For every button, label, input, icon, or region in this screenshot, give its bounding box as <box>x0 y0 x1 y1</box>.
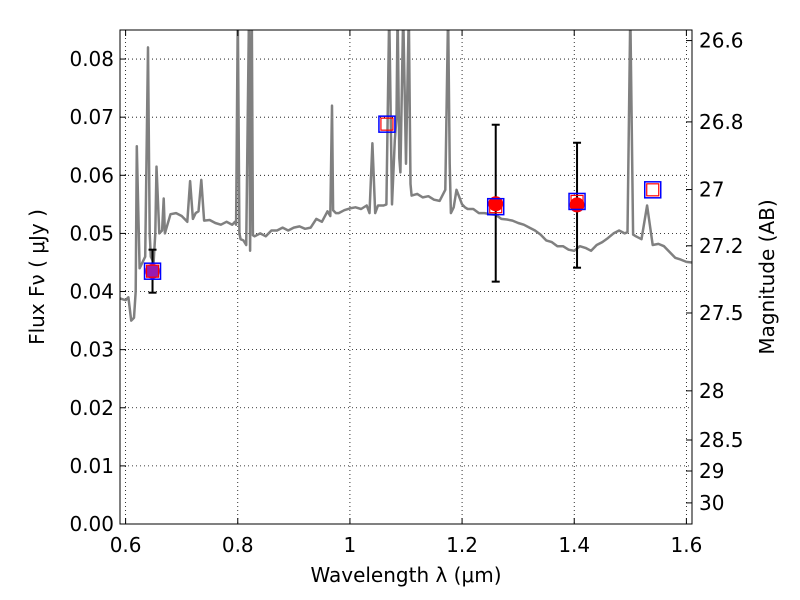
plot-frame <box>119 29 693 525</box>
y-tick-label: 0.05 <box>69 221 114 245</box>
magnitude-axis-label: Magnitude (AB) <box>755 199 779 354</box>
x-tick-label: 1 <box>344 533 357 557</box>
model-point-box <box>486 197 505 216</box>
x-tick-label: 0.8 <box>222 533 254 557</box>
model-point-box <box>378 115 396 133</box>
x-tick-label: 0.6 <box>110 533 142 557</box>
mag-tick-label: 27.5 <box>699 301 744 325</box>
y-tick-label: 0.00 <box>69 512 114 536</box>
model-point-box <box>143 262 162 280</box>
model-point-box <box>643 181 662 199</box>
y-tick-label: 0.06 <box>69 163 114 187</box>
x-tick-label: 1.4 <box>558 533 590 557</box>
mag-tick-label: 26.8 <box>699 110 744 134</box>
y-tick-label: 0.03 <box>69 338 114 362</box>
mag-tick-label: 28 <box>699 379 724 403</box>
mag-tick-label: 28.5 <box>699 428 744 452</box>
observed-point <box>488 196 504 212</box>
observed-point <box>569 197 585 213</box>
x-tick-label: 1.6 <box>670 533 702 557</box>
mag-tick-label: 29 <box>699 459 724 483</box>
mag-tick-label: 30 <box>699 491 724 515</box>
model-point-inner <box>489 200 503 214</box>
spectrum-line <box>120 30 692 322</box>
mag-tick-label: 26.6 <box>699 29 744 53</box>
model-point-inner <box>570 194 584 209</box>
tick-labels: 0.6 0.8 1 1.2 1.4 1.6 0.00 0.01 0.02 0.03 0.04 0.05… <box>69 29 743 557</box>
photometry-points <box>143 115 662 294</box>
observed-point <box>145 263 161 279</box>
y-tick-label: 0.04 <box>69 280 114 304</box>
mag-tick-label: 27 <box>699 178 724 202</box>
y-tick-label: 0.01 <box>69 454 114 478</box>
model-point-inner <box>145 264 160 278</box>
mag-tick-label: 27.2 <box>699 234 744 258</box>
model-point-inner <box>646 183 660 197</box>
y-tick-label: 0.07 <box>69 105 114 129</box>
y-tick-label: 0.08 <box>69 47 114 71</box>
x-tick-label: 1.2 <box>446 533 478 557</box>
spectrum-series <box>120 30 692 322</box>
y-tick-label: 0.02 <box>69 396 114 420</box>
model-point-inner <box>380 117 394 131</box>
y-axis-label: Flux Fν ( μJy ) <box>25 209 49 345</box>
axis-ticks <box>120 30 692 525</box>
model-point-box <box>568 192 586 211</box>
x-axis-label: Wavelength λ (μm) <box>310 563 501 587</box>
